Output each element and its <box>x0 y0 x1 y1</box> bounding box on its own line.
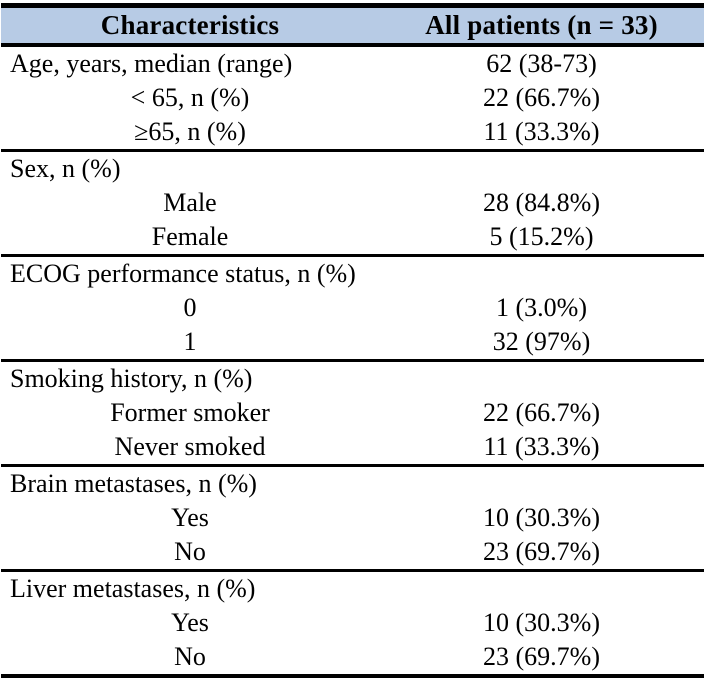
table-row: 1 32 (97%) <box>1 325 704 361</box>
row-value-brain-metastases <box>379 466 704 502</box>
row-label-age-median: Age, years, median (range) <box>10 49 293 78</box>
table-row: Age, years, median (range) 62 (38-73) <box>1 45 704 81</box>
row-label-liver-no: No <box>174 642 206 671</box>
row-label-female: Female <box>151 222 229 251</box>
column-header-all-patients: All patients (n = 33) <box>379 5 704 47</box>
table-row: 0 1 (3.0%) <box>1 291 704 325</box>
section-smoking: Smoking history, n (%) Former smoker 22 … <box>1 360 704 466</box>
row-value-female: 5 (15.2%) <box>489 222 594 251</box>
row-label-brain-no: No <box>174 537 206 566</box>
row-value-age-median: 62 (38-73) <box>486 49 597 78</box>
table-row: Sex, n (%) <box>1 151 704 187</box>
table-row: No 23 (69.7%) <box>1 535 704 571</box>
row-value-former-smoker: 22 (66.7%) <box>483 398 600 427</box>
row-label-ecog-1: 1 <box>183 327 197 356</box>
section-sex: Sex, n (%) Male 28 (84.8%) Female 5 (15.… <box>1 150 704 256</box>
section-age: Age, years, median (range) 62 (38-73) < … <box>1 45 704 151</box>
row-value-never-smoked: 11 (33.3%) <box>483 432 600 461</box>
table-row: ≥65, n (%) 11 (33.3%) <box>1 115 704 151</box>
row-label-age-65plus: ≥65, n (%) <box>134 117 246 146</box>
column-header-characteristics: Characteristics <box>1 5 379 47</box>
row-value-liver-no: 23 (69.7%) <box>483 642 600 671</box>
table-row: Female 5 (15.2%) <box>1 220 704 256</box>
table-row: Brain metastases, n (%) <box>1 466 704 502</box>
table-row: Yes 10 (30.3%) <box>1 501 704 535</box>
row-label-age-under65: < 65, n (%) <box>130 83 250 112</box>
table-row: Male 28 (84.8%) <box>1 186 704 220</box>
row-value-brain-no: 23 (69.7%) <box>483 537 600 566</box>
row-value-brain-yes: 10 (30.3%) <box>483 503 600 532</box>
row-label-ecog-0: 0 <box>183 293 197 322</box>
row-value-age-65plus: 11 (33.3%) <box>483 117 600 146</box>
row-value-ecog-1: 32 (97%) <box>492 327 591 356</box>
row-label-sex: Sex, n (%) <box>10 154 121 183</box>
row-label-never-smoked: Never smoked <box>114 432 266 461</box>
row-value-sex <box>379 151 704 187</box>
table-row: Liver metastases, n (%) <box>1 571 704 607</box>
table-row: Never smoked 11 (33.3%) <box>1 430 704 466</box>
row-label-liver-yes: Yes <box>171 608 209 637</box>
section-liver-metastases: Liver metastases, n (%) Yes 10 (30.3%) N… <box>1 570 704 677</box>
section-ecog: ECOG performance status, n (%) 0 1 (3.0%… <box>1 255 704 361</box>
row-value-liver-yes: 10 (30.3%) <box>483 608 600 637</box>
row-value-ecog-0: 1 (3.0%) <box>496 293 587 322</box>
row-value-smoking <box>379 361 704 397</box>
table-row: Yes 10 (30.3%) <box>1 606 704 640</box>
table-row: Former smoker 22 (66.7%) <box>1 396 704 430</box>
row-value-liver-metastases <box>379 571 704 607</box>
row-label-male: Male <box>163 188 217 217</box>
row-label-liver-metastases: Liver metastases, n (%) <box>10 574 256 603</box>
row-label-brain-yes: Yes <box>171 503 209 532</box>
section-brain-metastases: Brain metastases, n (%) Yes 10 (30.3%) N… <box>1 465 704 571</box>
table-row: No 23 (69.7%) <box>1 640 704 676</box>
row-label-brain-metastases: Brain metastases, n (%) <box>10 469 257 498</box>
row-value-ecog <box>379 256 704 292</box>
row-label-ecog: ECOG performance status, n (%) <box>10 259 356 288</box>
table-row: ECOG performance status, n (%) <box>1 256 704 292</box>
row-value-male: 28 (84.8%) <box>483 188 600 217</box>
table-row: < 65, n (%) 22 (66.7%) <box>1 81 704 115</box>
table-header-row: Characteristics All patients (n = 33) <box>1 5 704 47</box>
table-row: Smoking history, n (%) <box>1 361 704 397</box>
row-label-smoking: Smoking history, n (%) <box>10 364 253 393</box>
row-value-age-under65: 22 (66.7%) <box>483 83 600 112</box>
row-label-former-smoker: Former smoker <box>110 398 270 427</box>
patient-characteristics-table: Characteristics All patients (n = 33) Ag… <box>1 3 704 678</box>
